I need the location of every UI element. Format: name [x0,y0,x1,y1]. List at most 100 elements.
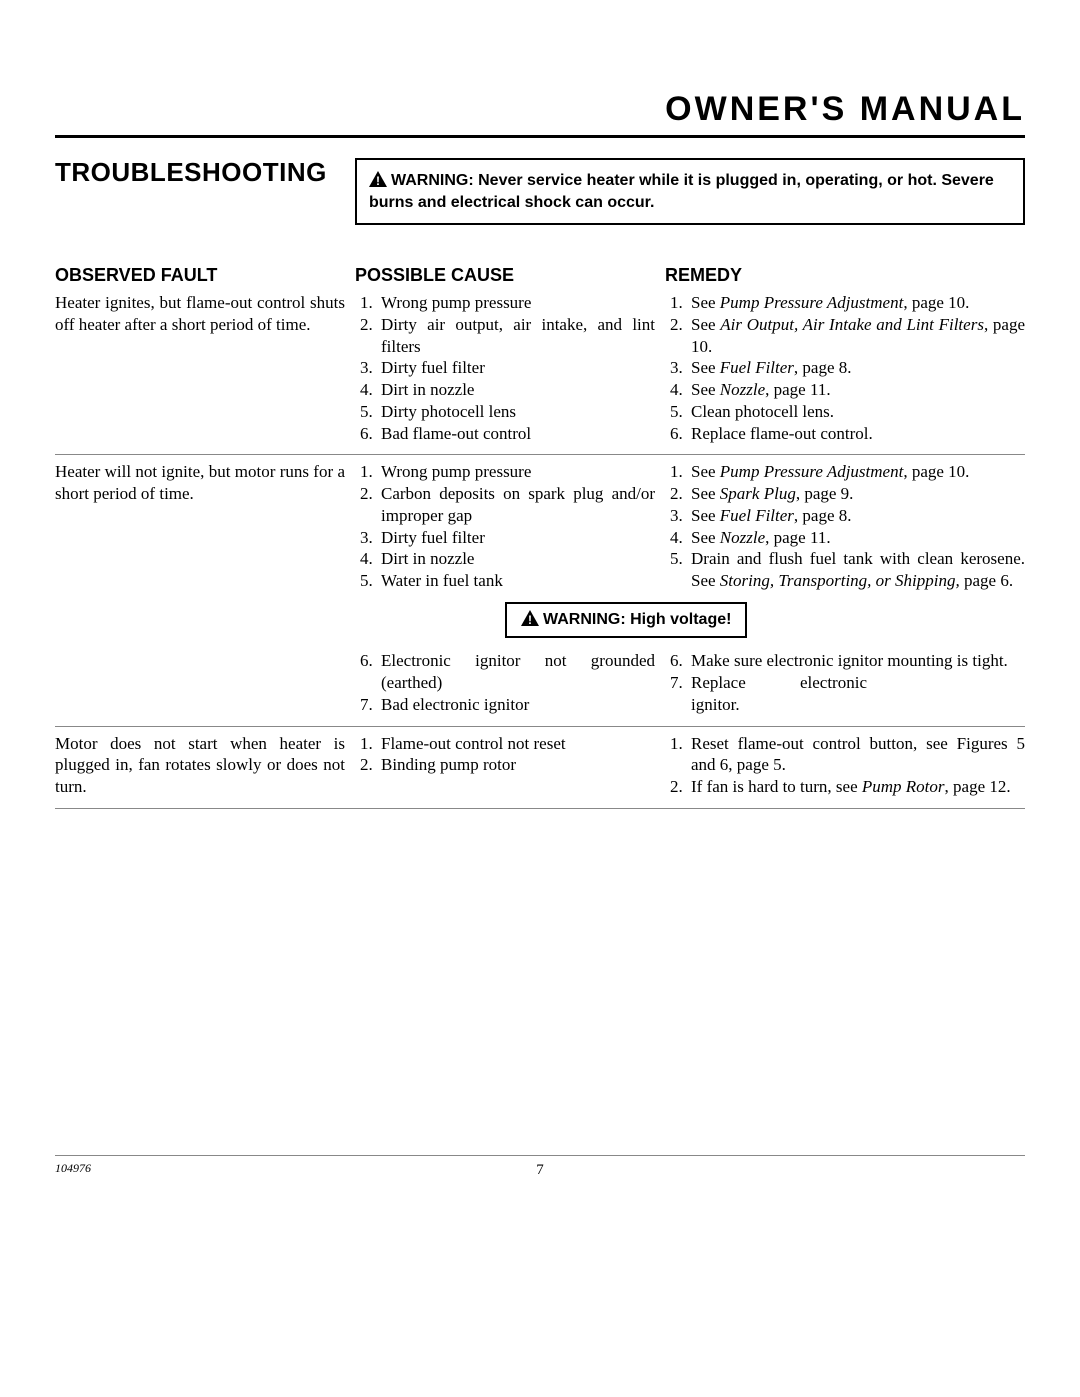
ref-italic: Pump Pressure Adjustment [720,293,904,312]
svg-text:!: ! [528,613,532,626]
table-row: Heater will not ignite, but motor runs f… [55,455,1025,592]
observed-fault: Motor does not start when heater is plug… [55,733,355,798]
text: See [691,358,720,377]
ref-italic: Air Output, Air Intake and Lint Filters [720,315,984,334]
ref-italic: Pump Pressure Adjustment [720,462,904,481]
observed-fault: Heater will not ignite, but motor runs f… [55,461,355,592]
possible-cause: Wrong pump pressure Dirty air output, ai… [355,292,665,444]
possible-cause: Wrong pump pressure Carbon deposits on s… [355,461,665,592]
list-item: Dirty fuel filter [377,357,655,379]
list-item: Dirty photocell lens [377,401,655,423]
list-item: Binding pump rotor [377,754,655,776]
text: See [691,315,720,334]
list-item: Bad electronic ignitor [377,694,655,716]
list-item: Wrong pump pressure [377,292,655,314]
page: OWNER'S MANUAL TROUBLESHOOTING ! WARNING… [55,90,1025,809]
text: , page 8. [794,358,852,377]
list-item: Replace electronic ignitor. [687,672,867,716]
text: See [691,484,720,503]
list-item: Reset flame-out control button, see Figu… [687,733,1025,777]
list-item: Drain and flush fuel tank with clean ker… [687,548,1025,592]
list-item: See Pump Pressure Adjustment, page 10. [687,461,1025,483]
observed-fault: Heater ignites, but flame-out control sh… [55,292,355,444]
section-title: TROUBLESHOOTING [55,158,355,187]
spacer [55,650,355,715]
ref-italic: Pump Rotor [862,777,945,796]
list-item: Carbon deposits on spark plug and/or imp… [377,483,655,527]
text: , page 10. [903,293,969,312]
text: See [691,380,720,399]
list-item: See Fuel Filter, page 8. [687,505,1025,527]
list-item: Dirt in nozzle [377,548,655,570]
list-item: Dirty fuel filter [377,527,655,549]
col-header-cause: POSSIBLE CAUSE [355,265,665,286]
inline-warning-text: WARNING: High voltage! [543,611,731,628]
list-item: Flame-out control not reset [377,733,655,755]
warning-icon: ! [521,610,539,626]
inline-warning-box: ! WARNING: High voltage! [505,602,747,638]
spacer [55,592,355,650]
possible-cause: Flame-out control not reset Binding pump… [355,733,665,798]
text: See [691,293,720,312]
ref-italic: Nozzle [720,380,765,399]
list-item: Dirt in nozzle [377,379,655,401]
ref-italic: Fuel Filter [720,506,794,525]
text: , page 8. [794,506,852,525]
main-warning-box: ! WARNING: Never service heater while it… [355,158,1025,225]
remedy: See Pump Pressure Adjustment, page 10. S… [665,461,1025,592]
row-divider [55,808,1025,809]
footer-rule [55,1155,1025,1156]
page-number: 7 [55,1162,1025,1179]
col-header-remedy: REMEDY [665,265,1025,286]
doc-number: 104976 [55,1161,91,1176]
ref-italic: Nozzle [720,528,765,547]
list-item: Dirty air output, air intake, and lint f… [377,314,655,358]
page-title: OWNER'S MANUAL [55,90,1025,135]
text: See [691,506,720,525]
list-item: See Nozzle, page 11. [687,527,1025,549]
text: , page 10. [903,462,969,481]
list-item: Electronic ignitor not grounded (earthed… [377,650,655,694]
text: See [691,462,720,481]
text: , page 11. [765,380,830,399]
text: , page 9. [796,484,854,503]
list-item: If fan is hard to turn, see Pump Rotor, … [687,776,1025,798]
col-header-observed: OBSERVED FAULT [55,265,355,286]
text: See [691,528,720,547]
page-footer: 104976 7 [55,1155,1025,1179]
remedy: Reset flame-out control button, see Figu… [665,733,1025,798]
list-item: Water in fuel tank [377,570,655,592]
table-row: Electronic ignitor not grounded (earthed… [55,650,1025,725]
text: If fan is hard to turn, see [691,777,862,796]
text: page 6. [960,571,1013,590]
remedy: Make sure electronic ignitor mounting is… [665,650,1025,715]
possible-cause: Electronic ignitor not grounded (earthed… [355,650,665,715]
list-item: See Spark Plug, page 9. [687,483,1025,505]
list-item: Replace flame-out control. [687,423,1025,445]
inline-warning-wrap: ! WARNING: High voltage! [355,592,1025,650]
ref-italic: Fuel Filter [720,358,794,377]
text: , page 12. [945,777,1011,796]
remedy: See Pump Pressure Adjustment, page 10. S… [665,292,1025,444]
list-item: See Fuel Filter, page 8. [687,357,1025,379]
list-item: See Nozzle, page 11. [687,379,1025,401]
title-rule [55,135,1025,138]
section-header-row: TROUBLESHOOTING ! WARNING: Never service… [55,158,1025,225]
column-headers: OBSERVED FAULT POSSIBLE CAUSE REMEDY [55,265,1025,286]
warning-icon: ! [369,171,387,187]
ref-italic: Spark Plug [720,484,796,503]
list-item: Clean photocell lens. [687,401,1025,423]
text: , page 11. [765,528,830,547]
table-row: Heater ignites, but flame-out control sh… [55,286,1025,454]
text: Replace electronic ignitor. [691,673,867,714]
svg-text:!: ! [376,174,380,187]
ref-italic: Storing, Transporting, or Shipping, [720,571,960,590]
warning-label: WARNING: [391,172,474,189]
inline-warning-row: ! WARNING: High voltage! [55,592,1025,650]
list-item: See Air Output, Air Intake and Lint Filt… [687,314,1025,358]
list-item: Wrong pump pressure [377,461,655,483]
list-item: See Pump Pressure Adjustment, page 10. [687,292,1025,314]
list-item: Make sure electronic ignitor mounting is… [687,650,1025,672]
list-item: Bad flame-out control [377,423,655,445]
table-row: Motor does not start when heater is plug… [55,727,1025,808]
